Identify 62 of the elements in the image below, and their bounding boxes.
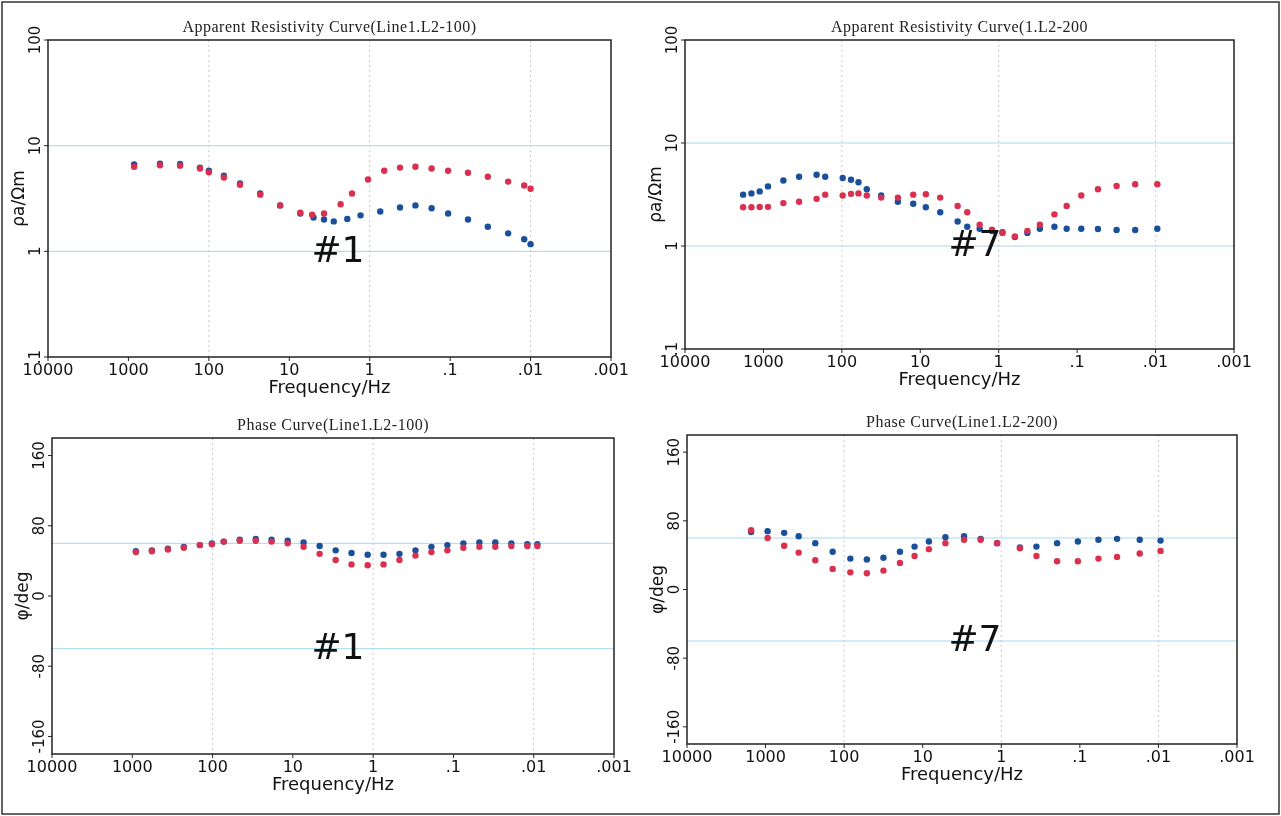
- x-tick-label: 1000: [111, 757, 153, 776]
- y-axis-title: ρa/Ωm: [645, 166, 665, 223]
- x-tick-label: .01: [520, 757, 547, 776]
- x-tick-label: 1000: [745, 747, 786, 766]
- x-tick-label: 100: [193, 360, 225, 379]
- x-tick-label: .1: [1069, 352, 1085, 371]
- x-tick-label: .1: [445, 757, 462, 776]
- x-tick-label: 1000: [743, 352, 784, 371]
- y-tick-label: -80: [30, 653, 48, 679]
- x-axis-title: Frequency/Hz: [898, 368, 1021, 389]
- annotation: #1: [311, 228, 365, 270]
- x-tick-label: 10: [910, 352, 931, 371]
- x-tick-label: 10: [912, 747, 933, 766]
- chart-title: Apparent Resistivity Curve(1.L2-200: [830, 18, 1089, 36]
- x-tick-label: .01: [1142, 352, 1169, 371]
- x-tick-label: .01: [1145, 747, 1172, 766]
- y-tick-label: 1: [26, 246, 44, 257]
- x-tick-label: 10: [279, 360, 300, 379]
- x-tick-label: .1: [442, 360, 458, 379]
- x-tick-label: 1: [993, 352, 1004, 371]
- x-axis-title: Frequency/Hz: [268, 376, 391, 397]
- x-tick-label: 100: [828, 747, 860, 766]
- y-tick-label: 1: [663, 241, 681, 251]
- chart-title: Phase Curve(Line1.L2-100): [236, 416, 430, 434]
- y-axis-title: ρa/Ωm: [8, 170, 28, 227]
- y-tick-label: 0: [665, 584, 683, 595]
- y-tick-label: 10: [663, 133, 681, 153]
- y-tick-label: -160: [30, 719, 48, 754]
- y-tick-label: -80: [665, 645, 683, 671]
- annotation: #1: [311, 626, 365, 668]
- chart-title: Phase Curve(Line1.L2-200): [865, 413, 1059, 431]
- x-tick-label: .001: [1219, 747, 1255, 766]
- y-tick-label: 10: [26, 136, 44, 156]
- y-tick-label: 100: [26, 25, 44, 55]
- x-tick-label: .001: [593, 360, 629, 379]
- x-tick-label: 1: [996, 747, 1007, 766]
- y-tick-label: 100: [663, 25, 681, 55]
- y-tick-label: 0: [30, 591, 48, 601]
- x-tick-label: 10000: [26, 757, 78, 776]
- y-tick-label: 160: [665, 437, 683, 467]
- annotation: #7: [948, 223, 1002, 265]
- x-tick-label: 1000: [108, 360, 149, 379]
- y-tick-label: 80: [30, 516, 48, 536]
- x-tick-label: 100: [826, 352, 858, 371]
- x-tick-label: .001: [596, 757, 632, 776]
- x-tick-label: .1: [1072, 747, 1088, 766]
- y-tick-label: 160: [30, 441, 48, 470]
- x-tick-label: 100: [197, 757, 228, 776]
- x-tick-label: 1: [368, 757, 379, 776]
- y-axis-title: φ/deg: [12, 571, 32, 621]
- y-tick-label: 80: [665, 511, 683, 531]
- x-axis-title: Frequency/Hz: [271, 773, 395, 794]
- x-tick-label: .001: [1216, 352, 1252, 371]
- x-tick-label: 10000: [661, 747, 713, 766]
- x-tick-label: .01: [517, 360, 544, 379]
- y-axis-title: φ/deg: [647, 565, 667, 614]
- x-tick-label: 10: [282, 757, 304, 776]
- chart-title: Apparent Resistivity Curve(Line1.L2-100): [182, 18, 477, 36]
- x-tick-label: 1: [364, 360, 375, 379]
- x-axis-title: Frequency/Hz: [900, 763, 1024, 784]
- y-tick-label: -160: [665, 709, 683, 744]
- annotation: #7: [948, 618, 1002, 660]
